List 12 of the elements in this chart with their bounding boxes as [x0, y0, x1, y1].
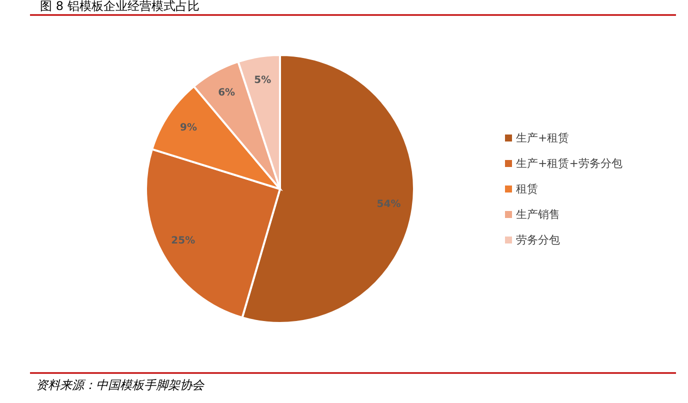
- data-label: 54%: [376, 199, 401, 210]
- legend-label: 生产+租赁: [516, 132, 570, 144]
- chart-title: 图 8 铝模板企业经营模式占比: [40, 0, 200, 13]
- text: 资料来源：中国模板手脚架协会: [36, 378, 205, 392]
- legend-label: 劳务分包: [516, 234, 560, 246]
- data-label: 9%: [180, 122, 198, 134]
- data-label: 6%: [218, 87, 236, 98]
- legend-label: 租赁: [516, 182, 538, 196]
- legend-label: 生产销售: [516, 208, 560, 221]
- data-label: 25%: [171, 235, 196, 246]
- data-label: 5%: [254, 75, 272, 86]
- legend-label: 生产+租赁+劳务分包: [516, 157, 622, 170]
